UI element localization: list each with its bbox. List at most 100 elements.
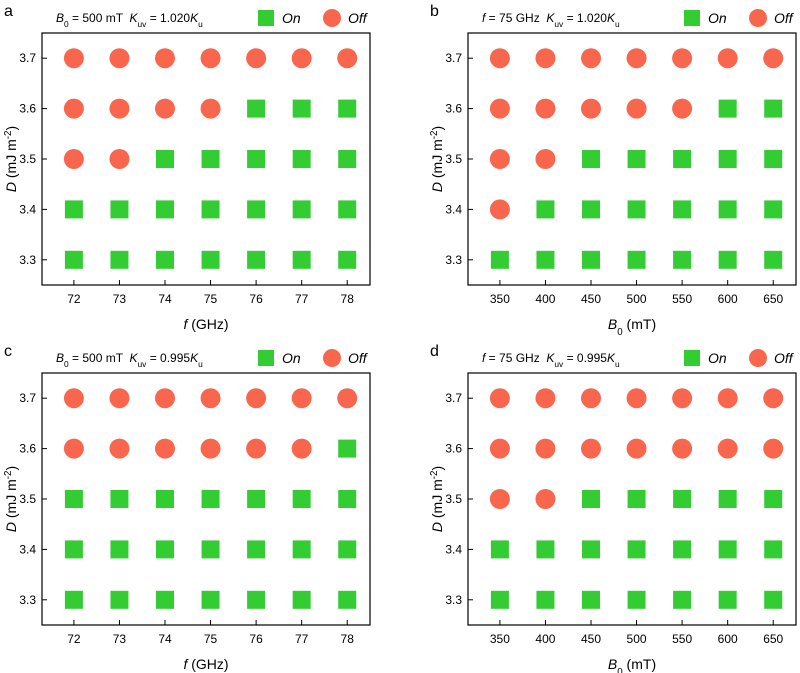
- legend-marker: [258, 350, 274, 366]
- legend-label: On: [708, 10, 727, 26]
- panel-title: B0 = 500 mT Kuv = 1.020Ku: [56, 11, 203, 29]
- point: [627, 490, 646, 508]
- point: [626, 388, 647, 409]
- title-part: = 1.020: [563, 11, 607, 25]
- title-part: = 0.995: [563, 351, 607, 365]
- point: [581, 98, 601, 119]
- point: [627, 540, 646, 559]
- point: [63, 149, 84, 169]
- x-tick-label: 350: [490, 292, 510, 306]
- point: [673, 490, 692, 508]
- point: [673, 250, 692, 269]
- point: [582, 490, 600, 508]
- point: [201, 200, 220, 219]
- point: [109, 98, 130, 119]
- ylabel-part: D: [3, 522, 19, 532]
- point: [581, 438, 601, 459]
- panel-letter: d: [430, 343, 439, 360]
- point: [291, 438, 312, 459]
- point: [292, 590, 311, 609]
- point: [627, 200, 646, 219]
- point: [63, 388, 84, 409]
- point: [536, 200, 555, 219]
- point: [718, 540, 737, 559]
- ylabel-part: (mJ m: [3, 479, 19, 522]
- title-part: K: [190, 11, 199, 25]
- point: [581, 48, 601, 69]
- legend-label: On: [708, 350, 727, 366]
- point: [337, 48, 358, 69]
- x-tick-label: 500: [627, 292, 647, 306]
- title-part: K: [546, 351, 555, 365]
- point: [338, 250, 357, 269]
- legend-marker: [323, 349, 341, 367]
- point: [673, 540, 692, 559]
- point: [338, 540, 357, 559]
- xlabel-part: (mT): [623, 316, 656, 332]
- point: [673, 590, 692, 609]
- y-tick-label: 3.4: [19, 542, 36, 556]
- title-part: uv: [554, 359, 564, 369]
- point: [64, 590, 83, 609]
- point: [247, 250, 266, 269]
- point: [63, 48, 84, 69]
- x-axis-label: f (GHz): [183, 316, 228, 332]
- point: [763, 438, 784, 459]
- y-tick-label: 3.7: [19, 51, 36, 65]
- x-tick-label: 74: [158, 292, 172, 306]
- ylabel-part: D: [429, 182, 445, 192]
- point: [718, 490, 737, 508]
- title-part: 0: [64, 19, 69, 29]
- point: [109, 388, 130, 409]
- title-part: K: [607, 351, 616, 365]
- point: [489, 438, 510, 459]
- legend-label: Off: [774, 350, 795, 366]
- x-tick-label: 74: [158, 632, 172, 646]
- point: [247, 99, 266, 118]
- point: [338, 590, 357, 609]
- point: [626, 438, 647, 459]
- point: [490, 590, 509, 609]
- x-tick-label: 76: [249, 632, 263, 646]
- point: [155, 98, 175, 119]
- point: [489, 149, 510, 169]
- point: [156, 540, 174, 559]
- title-part: = 500 mT: [69, 11, 130, 25]
- y-tick-label: 3.3: [19, 253, 36, 267]
- point: [535, 489, 556, 509]
- point: [155, 438, 175, 459]
- y-tick-label: 3.3: [445, 593, 462, 607]
- y-tick-label: 3.4: [445, 202, 462, 216]
- panel-letter: b: [430, 3, 439, 20]
- point: [764, 490, 783, 508]
- title-part: u: [198, 19, 203, 29]
- x-tick-label: 72: [67, 292, 81, 306]
- ylabel-part: (mJ m: [429, 479, 445, 522]
- point: [338, 439, 357, 458]
- x-tick-label: 77: [295, 292, 309, 306]
- point: [717, 388, 738, 409]
- title-part: u: [198, 359, 203, 369]
- title-part: B: [56, 11, 64, 25]
- point: [535, 149, 556, 169]
- point: [627, 150, 646, 168]
- panel-letter: c: [4, 343, 12, 360]
- point: [64, 200, 83, 219]
- point: [247, 540, 266, 559]
- x-tick-label: 75: [204, 292, 218, 306]
- point: [764, 250, 783, 269]
- point: [626, 98, 647, 119]
- y-tick-label: 3.6: [19, 102, 36, 116]
- point: [536, 250, 555, 269]
- xlabel-part: f: [183, 316, 189, 332]
- point: [672, 98, 693, 119]
- ylabel-part: (mJ m: [3, 139, 19, 182]
- y-tick-label: 3.6: [19, 442, 36, 456]
- point: [63, 98, 84, 119]
- legend-label: Off: [348, 350, 369, 366]
- point: [109, 149, 130, 169]
- point: [110, 590, 129, 609]
- legend-marker: [684, 350, 700, 366]
- point: [581, 388, 601, 409]
